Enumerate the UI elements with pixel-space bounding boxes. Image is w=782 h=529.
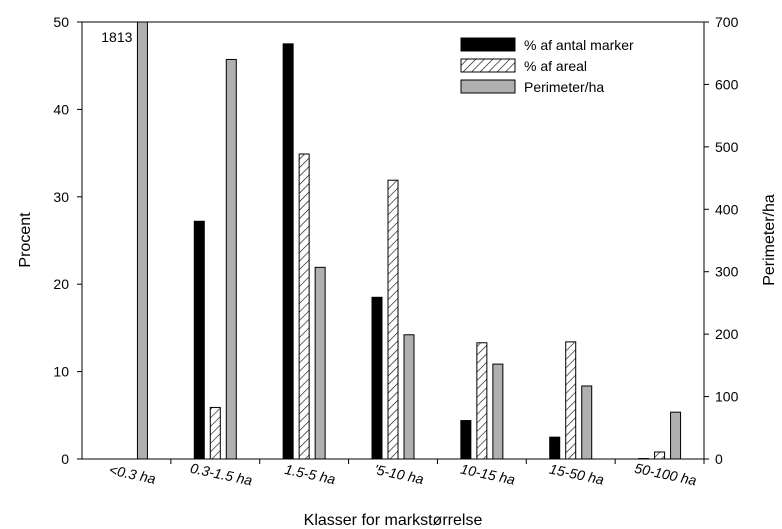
y-tick-label: 50 — [53, 14, 69, 30]
legend-swatch — [460, 37, 516, 52]
y2-axis-title: Perimeter/ha — [761, 194, 778, 286]
bar — [581, 385, 593, 460]
y2-tick-label: 300 — [715, 264, 739, 280]
y2-tick-label: 700 — [715, 14, 739, 30]
y-tick-label: 30 — [53, 189, 69, 205]
x-tick-label: '5-10 ha — [373, 461, 426, 487]
legend-swatch — [460, 79, 516, 94]
bar — [282, 43, 294, 460]
legend-label: % af areal — [524, 58, 587, 74]
y-tick-label: 0 — [61, 451, 69, 467]
y2-tick-label: 100 — [715, 389, 739, 405]
y2-tick-label: 200 — [715, 326, 739, 342]
bar — [371, 296, 383, 460]
bar — [314, 266, 326, 460]
y2-tick-label: 0 — [715, 451, 723, 467]
x-axis-title: Klasser for markstørrelse — [304, 512, 483, 529]
bars-layer — [136, 21, 682, 460]
bar — [476, 342, 488, 460]
bar — [492, 363, 504, 460]
x-tick-label: <0.3 ha — [108, 461, 158, 486]
bar — [654, 451, 666, 460]
y-tick-label: 40 — [53, 101, 69, 117]
x-tick-label: 50-100 ha — [633, 460, 698, 489]
y2-tick-label: 600 — [715, 76, 739, 92]
bar — [549, 436, 561, 460]
bar — [298, 153, 310, 460]
legend: % af antal marker % af areal Perimeter/ha — [460, 37, 634, 95]
y-axis-title: Procent — [17, 212, 34, 268]
x-tick-label: 0.3-1.5 ha — [189, 460, 254, 489]
y-tick-label: 10 — [53, 364, 69, 380]
y2-tick-label: 400 — [715, 201, 739, 217]
legend-swatch — [460, 58, 516, 73]
bar — [670, 411, 682, 460]
bar — [387, 179, 399, 460]
legend-label: Perimeter/ha — [524, 79, 604, 95]
y2-tick-label: 500 — [715, 139, 739, 155]
bar — [565, 341, 577, 460]
legend-label: % af antal marker — [524, 37, 634, 53]
x-tick-label: 15-50 ha — [548, 461, 606, 488]
bar-annotation: 1813 — [101, 29, 132, 45]
x-tick-label: 1.5-5 ha — [283, 461, 337, 487]
y-tick-label: 20 — [53, 276, 69, 292]
bar — [225, 58, 237, 460]
bar — [136, 21, 148, 460]
bar — [209, 406, 221, 460]
bar — [193, 220, 205, 460]
bar — [460, 420, 472, 460]
x-tick-label: 10-15 ha — [459, 461, 517, 488]
bar — [403, 334, 415, 460]
